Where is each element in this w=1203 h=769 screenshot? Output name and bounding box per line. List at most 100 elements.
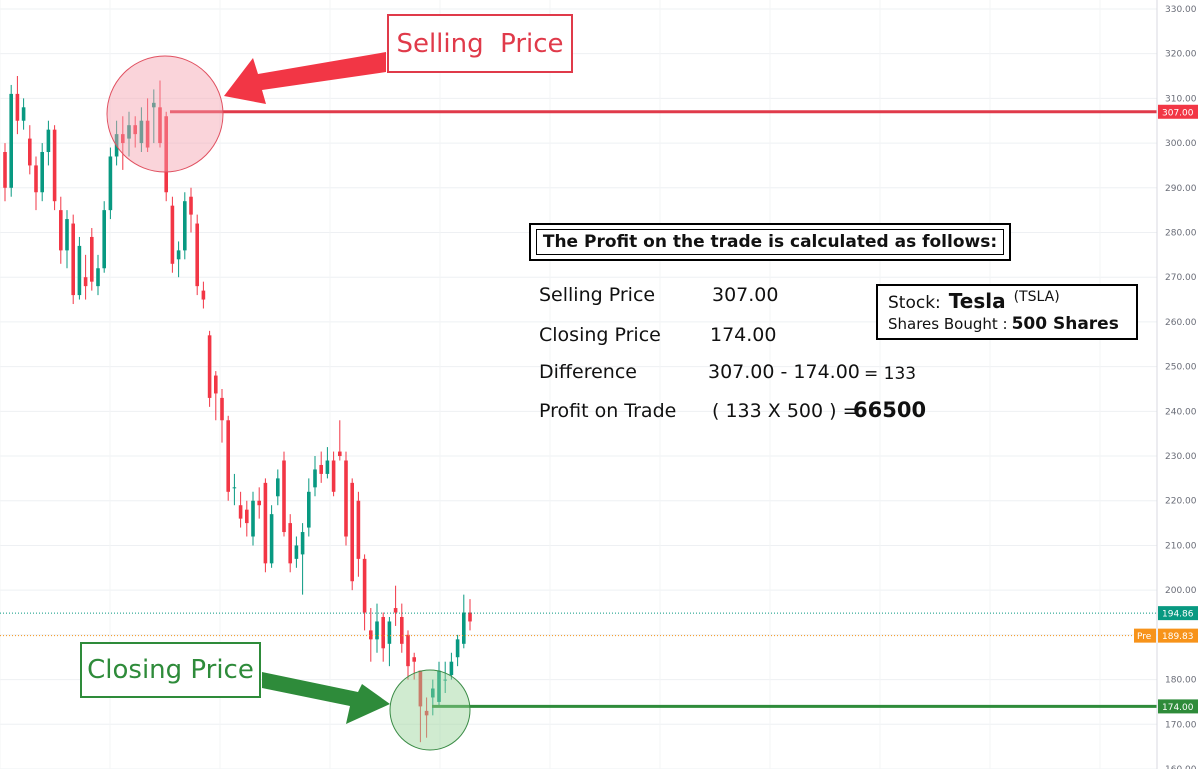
y-tick-label: 300.00 [1165,139,1197,149]
candle-body [406,634,410,667]
candle-body [214,375,218,394]
candle [269,505,274,568]
candle-body [424,710,429,716]
candle [152,89,156,144]
y-tick-label: 270.00 [1165,273,1197,283]
candle [400,603,404,653]
candle-body [431,688,435,698]
candle-body [418,670,423,707]
closing-price-label: Closing Price [80,642,261,698]
y-tick-label: 240.00 [1165,407,1197,417]
candle-body [201,290,206,300]
candle-body [319,464,323,474]
price-label: 307.00 [1158,104,1198,119]
candle [46,120,51,166]
y-tick-label: 170.00 [1165,720,1197,730]
row-closing-label: Closing Price [539,324,661,346]
candle-body [189,196,193,215]
candle-body [108,156,113,211]
candle-body [195,223,199,287]
y-tick-label: 280.00 [1165,228,1197,238]
stock-line: Stock: Tesla (TSLA) [888,289,1126,313]
candle-body [362,558,367,613]
candle [245,500,249,537]
y-tick-label: 220.00 [1165,497,1197,507]
candle [356,491,361,577]
candle-body [90,236,94,282]
price-label: 194.86 [1158,606,1198,621]
candle [226,415,230,501]
candle-body [232,487,237,489]
candle-body [462,612,466,644]
candle-body [412,657,416,662]
candle [214,371,218,421]
stock-info-box: Stock: Tesla (TSLA) Shares Bought :500 Sha… [876,284,1138,340]
candle [387,616,392,667]
candle-body [121,134,125,144]
candle-body [251,500,255,537]
candle-body [65,219,69,251]
candle-body [393,608,398,613]
candle [133,116,137,148]
closing-circle [389,669,471,751]
candle-body [257,500,261,506]
candle [462,594,466,649]
candle-body [21,107,26,121]
candle-body [71,223,75,296]
candle [207,330,212,407]
candle [3,143,7,202]
candle-body [9,93,13,188]
candle [294,536,299,568]
price-label-text: 307.00 [1162,108,1194,118]
candle [195,214,199,296]
closing-arrow-icon [262,672,390,724]
pre-value-text: 189.83 [1162,632,1194,642]
candle [15,76,20,135]
shares-line: Shares Bought :500 Shares [888,314,1126,334]
candle-body [276,478,280,497]
candle-body [443,679,447,681]
candle-body [331,460,336,492]
candle-body [307,491,311,528]
candle-body [152,102,156,108]
candle [139,107,144,153]
candle [338,420,342,461]
candle [412,652,416,680]
candle-body [282,460,286,533]
candle [313,456,317,497]
candle [362,554,367,631]
candle [21,98,26,130]
candle [71,214,75,305]
candle [300,523,305,595]
annotation-overlay [106,52,471,751]
pre-value-bg [1158,628,1198,643]
candle [108,147,113,220]
candle-body [158,107,162,144]
y-tick-label: 200.00 [1165,586,1197,596]
candle-body [294,545,299,559]
candle [127,111,131,157]
candle-body [59,210,63,251]
candle-body [170,205,175,264]
y-tick-label: 320.00 [1165,50,1197,60]
price-label-bg [1158,104,1198,119]
candle [418,670,423,743]
y-tick-label: 330.00 [1165,5,1197,15]
candle-body [238,505,243,519]
candle [375,603,379,653]
candle [102,201,106,273]
candle-body [46,129,51,153]
row-difference-result: = 133 [864,364,917,384]
row-difference-value: 307.00 - 174.00 [708,361,860,383]
y-tick-label: 230.00 [1165,452,1197,462]
candle-body [375,621,379,640]
y-tick-label: 290.00 [1165,184,1197,194]
candle-body [183,201,187,251]
price-label: 174.00 [1158,699,1198,714]
candle-body [387,621,392,644]
candle-body [288,523,292,564]
candle [9,84,13,197]
candle [257,487,261,519]
stock-label: Stock: [888,293,941,313]
y-tick-label: 160.00 [1165,765,1197,769]
